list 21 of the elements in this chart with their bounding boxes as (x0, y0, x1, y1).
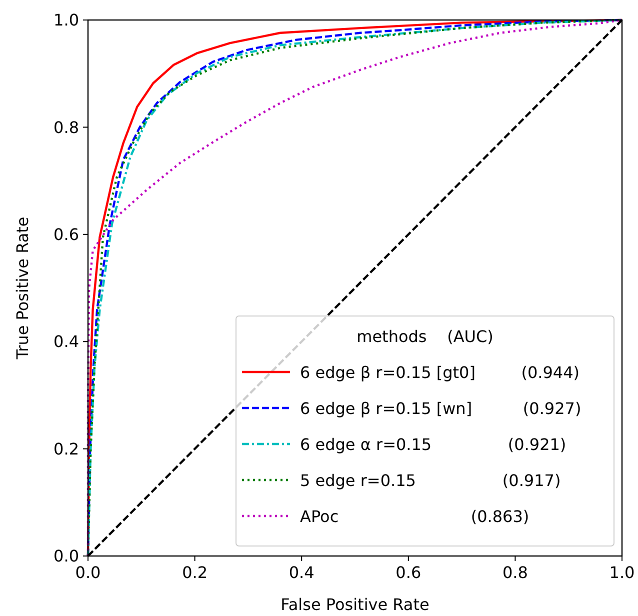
y-tick-label: 1.0 (54, 10, 79, 30)
y-tick-label: 0.8 (54, 118, 79, 137)
y-axis-title: True Positive Rate (13, 216, 32, 360)
y-tick-label: 0.2 (54, 439, 79, 458)
x-tick-label: 0.6 (396, 563, 422, 582)
legend-label: 6 edge β r=0.15 [gt0] (0.944) (300, 363, 580, 382)
legend-label: APoc (0.863) (300, 507, 530, 526)
x-tick-label: 0.8 (502, 563, 528, 582)
x-tick-label: 0.0 (75, 563, 101, 582)
legend-label: 5 edge r=0.15 (0.917) (300, 471, 561, 490)
y-tick-label: 0.6 (54, 225, 79, 244)
line-series (86, 18, 624, 558)
x-tick-label: 0.2 (182, 563, 208, 582)
x-axis-title: False Positive Rate (280, 595, 430, 614)
legend-label: 6 edge β r=0.15 [wn] (0.927) (300, 399, 582, 418)
legend-title: methods (AUC) (356, 327, 494, 346)
y-tick-label: 0.0 (54, 546, 79, 566)
x-tick-label: 1.0 (609, 563, 635, 582)
y-tick-label: 0.4 (54, 332, 79, 352)
x-tick-label: 0.4 (288, 563, 314, 582)
legend-label: 6 edge α r=0.15 (0.921) (300, 435, 566, 454)
